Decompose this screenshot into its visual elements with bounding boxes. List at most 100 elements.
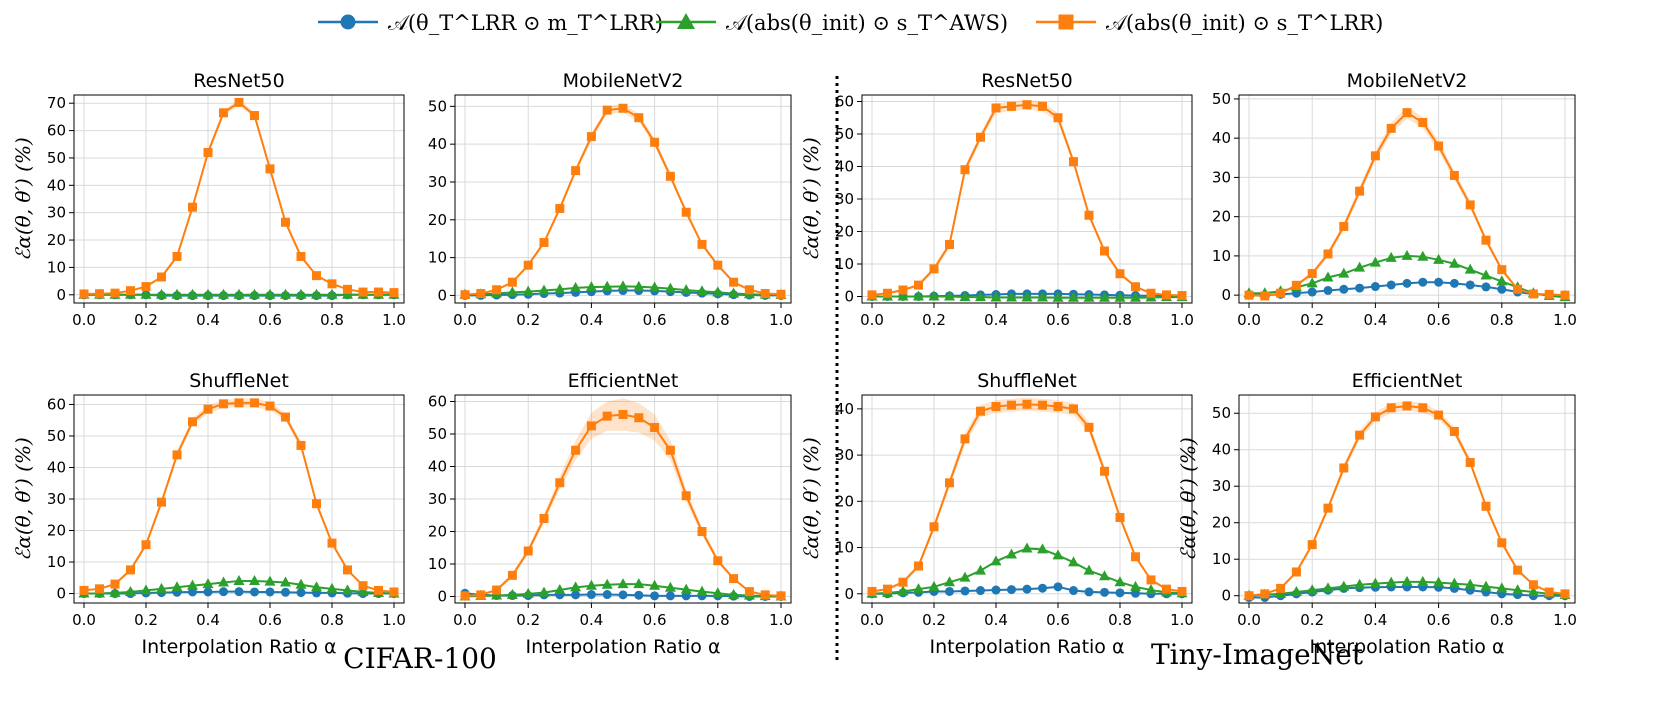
data-point: [976, 406, 985, 416]
data-point: [1069, 404, 1078, 414]
data-point: [110, 288, 120, 298]
tick-label-y: 0: [844, 585, 854, 603]
data-point: [602, 411, 612, 421]
data-point: [945, 240, 954, 249]
data-point: [1084, 210, 1094, 220]
data-point: [233, 288, 245, 299]
data-point: [312, 499, 321, 509]
data-point: [776, 591, 786, 601]
data-point: [1417, 250, 1429, 261]
tick-label-x: 0.0: [860, 311, 884, 329]
data-point: [539, 237, 549, 247]
data-point: [680, 583, 692, 594]
y-axis-label: ℰα(θ, θ′) (%): [799, 437, 823, 561]
data-point: [1276, 288, 1286, 298]
data-point: [156, 582, 167, 593]
tick-label-x: 0.0: [453, 611, 477, 629]
data-point: [1385, 576, 1397, 587]
data-point: [729, 277, 739, 287]
tick-label-y: 30: [47, 204, 66, 222]
data-point: [326, 288, 338, 299]
data-point: [1339, 221, 1349, 231]
data-point: [157, 497, 166, 507]
data-point: [975, 564, 986, 575]
tick-label-y: 50: [835, 125, 854, 143]
data-point: [1052, 549, 1064, 560]
data-point: [1355, 430, 1365, 440]
data-point: [1433, 253, 1445, 264]
data-point: [1131, 282, 1140, 292]
data-point: [944, 576, 955, 587]
tick-label-x: 0.2: [134, 311, 158, 329]
data-point: [1307, 540, 1317, 550]
data-point: [218, 576, 229, 587]
data-point: [110, 579, 120, 589]
tick-label-y: 50: [47, 149, 66, 167]
data-point: [219, 587, 228, 597]
data-point: [898, 285, 908, 295]
data-point: [760, 289, 770, 299]
data-point: [960, 586, 970, 596]
data-point: [1130, 291, 1141, 302]
data-point: [1323, 249, 1333, 259]
data-point: [126, 286, 135, 296]
data-point: [991, 103, 1001, 113]
data-point: [109, 586, 121, 597]
data-point: [522, 587, 534, 598]
data-point: [554, 584, 566, 594]
legend-marker-square: [1058, 14, 1074, 30]
data-point: [280, 288, 291, 299]
tick-label-y: 40: [47, 458, 66, 476]
data-point: [1162, 290, 1171, 300]
data-point: [959, 571, 971, 582]
data-point: [617, 280, 629, 291]
data-point: [522, 285, 534, 296]
legend-label-lrr-signs: 𝒜(abs(θ_init) ⊙ s_T^LRR): [1106, 11, 1383, 35]
tick-label-x: 0.2: [922, 311, 946, 329]
data-point: [1338, 267, 1350, 278]
tick-label-x: 0.0: [1237, 611, 1261, 629]
tick-label-y: 40: [428, 135, 447, 153]
data-point: [1084, 422, 1094, 432]
data-point: [1007, 585, 1016, 595]
chart-title: ResNet50: [193, 70, 284, 92]
data-point: [1370, 151, 1380, 161]
data-point: [618, 410, 628, 419]
data-point: [1338, 580, 1350, 591]
data-point: [571, 445, 581, 455]
data-point: [633, 578, 645, 589]
tick-label-y: 10: [428, 249, 447, 267]
data-point: [633, 280, 645, 291]
data-point: [79, 289, 89, 299]
data-point: [218, 288, 229, 299]
tick-label-x: 0.8: [1490, 311, 1514, 329]
legend: 𝒜(θ_T^LRR ⊙ m_T^LRR) 𝒜(abs(θ_init) ⊙ s_T…: [318, 11, 1383, 35]
data-point: [523, 260, 533, 270]
data-point: [928, 290, 940, 301]
chart-panel-5: 0 10 20 30 40 50 60 0.0 0.2 0.4 0.6 0.8 1.0 Efficient…: [428, 370, 793, 658]
data-point: [1006, 291, 1017, 302]
data-point: [374, 287, 383, 297]
data-point: [1114, 291, 1126, 302]
tick-label-x: 1.0: [1553, 611, 1577, 629]
tick-label-x: 0.4: [579, 611, 603, 629]
y-axis-label: ℰα(θ, θ′) (%): [11, 137, 35, 261]
tick-label-y: 10: [835, 255, 854, 273]
tick-label-x: 0.0: [72, 611, 96, 629]
data-point: [171, 581, 183, 592]
tick-label-y: 20: [1212, 514, 1231, 532]
data-point: [634, 113, 644, 123]
data-point: [570, 281, 582, 292]
legend-label-lrr-mask: 𝒜(θ_T^LRR ⊙ m_T^LRR): [388, 11, 663, 35]
chart-panel-6: 0 10 20 30 40 0.0 0.2 0.4 0.6 0.8 1.0 ShuffleNet Int…: [799, 370, 1194, 658]
tick-label-x: 0.0: [72, 311, 96, 329]
chart-title: ShuffleNet: [189, 370, 289, 392]
data-point: [1115, 512, 1125, 522]
data-point: [538, 284, 550, 295]
data-point: [1007, 400, 1016, 410]
data-point: [357, 585, 369, 596]
tick-label-y: 50: [428, 425, 447, 443]
data-point: [343, 284, 352, 294]
data-point: [234, 587, 244, 597]
data-point: [281, 412, 290, 422]
